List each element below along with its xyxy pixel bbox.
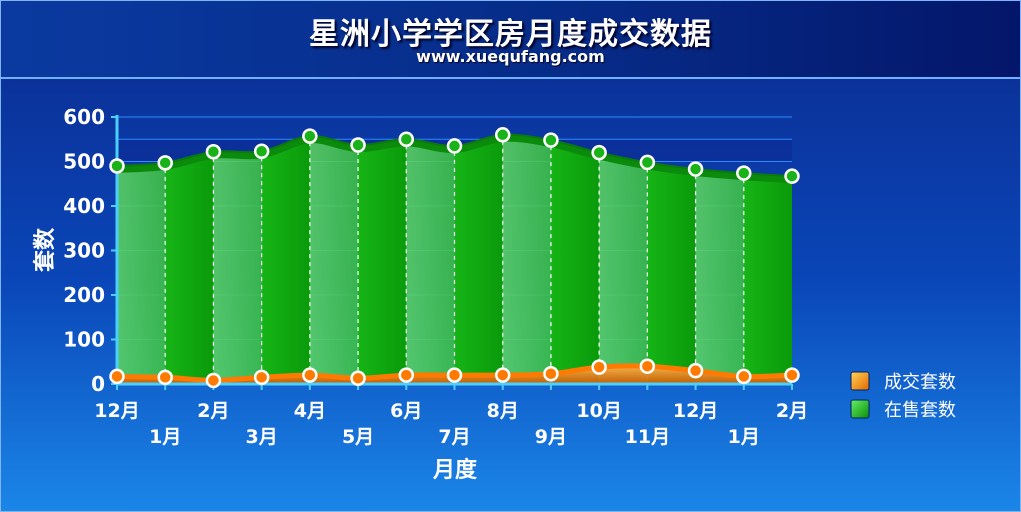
legend-swatch-on-sale: [850, 399, 870, 419]
sold-point: [350, 370, 366, 386]
on-sale-point: [446, 138, 463, 154]
area-stripe: [599, 134, 648, 384]
on-sale-point: [687, 161, 704, 177]
x-tick-label: 1月: [728, 426, 760, 448]
area-stripe: [743, 134, 792, 384]
on-sale-point: [302, 128, 318, 144]
area-stripe: [117, 134, 166, 384]
on-sale-point: [494, 127, 511, 143]
on-sale-point: [157, 155, 173, 171]
area-stripe: [406, 134, 455, 384]
sold-point: [157, 369, 173, 386]
area-stripe: [695, 134, 745, 384]
sold-point: [398, 367, 415, 383]
on-sale-point: [639, 154, 656, 171]
area-stripe: [309, 134, 359, 384]
x-tick-label: 4月: [294, 400, 326, 422]
sold-point: [736, 368, 752, 385]
y-tick-label: 100: [63, 328, 105, 352]
sold-point: [784, 367, 800, 383]
legend-swatch-sold: [850, 371, 870, 391]
sold-point: [591, 359, 607, 375]
x-tick-label: 1月: [149, 426, 181, 448]
area-stripe: [261, 134, 311, 384]
sold-point: [687, 362, 704, 379]
area-stripe: [550, 134, 600, 384]
sold-area: [117, 365, 792, 384]
x-tick-label: 7月: [438, 426, 470, 448]
on-sale-point: [543, 132, 559, 148]
chart-title: 星洲小学学区房月度成交数据: [309, 17, 712, 52]
legend-label-on-sale: 在售套数: [884, 400, 956, 421]
legend-label-sold: 成交套数: [884, 372, 956, 393]
x-tick-label: 12月: [673, 400, 718, 422]
x-tick-label: 12月: [94, 400, 139, 422]
x-tick-label: 10月: [576, 400, 621, 422]
x-tick-label: 11月: [625, 426, 670, 448]
area-stripe: [647, 134, 697, 384]
area-stripe: [502, 134, 552, 384]
sold-point: [302, 367, 318, 383]
sold-point: [109, 368, 125, 385]
on-sale-point: [736, 165, 752, 181]
y-tick-label: 200: [63, 283, 105, 307]
on-sale-point: [109, 158, 125, 174]
chart-subtitle: www.xuequfang.com: [416, 47, 605, 66]
y-tick-label: 0: [91, 372, 105, 396]
sold-point: [446, 367, 463, 383]
area-stripe: [165, 134, 214, 384]
on-sale-point: [784, 168, 800, 184]
area-stripe: [213, 134, 263, 384]
x-tick-label: 9月: [535, 426, 567, 448]
sold-point: [205, 372, 222, 389]
x-axis-title: 月度: [432, 457, 478, 483]
y-axis-title: 套数: [32, 227, 58, 272]
on-sale-point: [350, 137, 366, 153]
x-tick-label: 8月: [487, 400, 519, 422]
on-sale-point: [253, 143, 270, 160]
sold-point: [543, 366, 559, 382]
x-tick-label: 2月: [197, 400, 229, 422]
on-sale-point: [398, 131, 415, 147]
x-tick-label: 5月: [342, 426, 374, 448]
x-tick-label: 3月: [246, 426, 278, 448]
x-tick-label: 6月: [390, 400, 422, 422]
area-stripe: [454, 134, 504, 384]
sold-point: [494, 367, 511, 383]
y-tick-label: 400: [63, 194, 105, 218]
title-bar: 星洲小学学区房月度成交数据 www.xuequfang.com: [1, 1, 1020, 79]
y-tick-label: 500: [63, 150, 105, 174]
y-tick-label: 300: [63, 239, 105, 263]
area-stripe: [358, 134, 407, 384]
on-sale-point: [591, 144, 607, 161]
sold-point: [639, 358, 656, 374]
y-tick-label: 600: [63, 105, 105, 129]
x-tick-label: 2月: [776, 400, 808, 422]
sold-point: [253, 369, 270, 386]
on-sale-point: [205, 143, 222, 160]
